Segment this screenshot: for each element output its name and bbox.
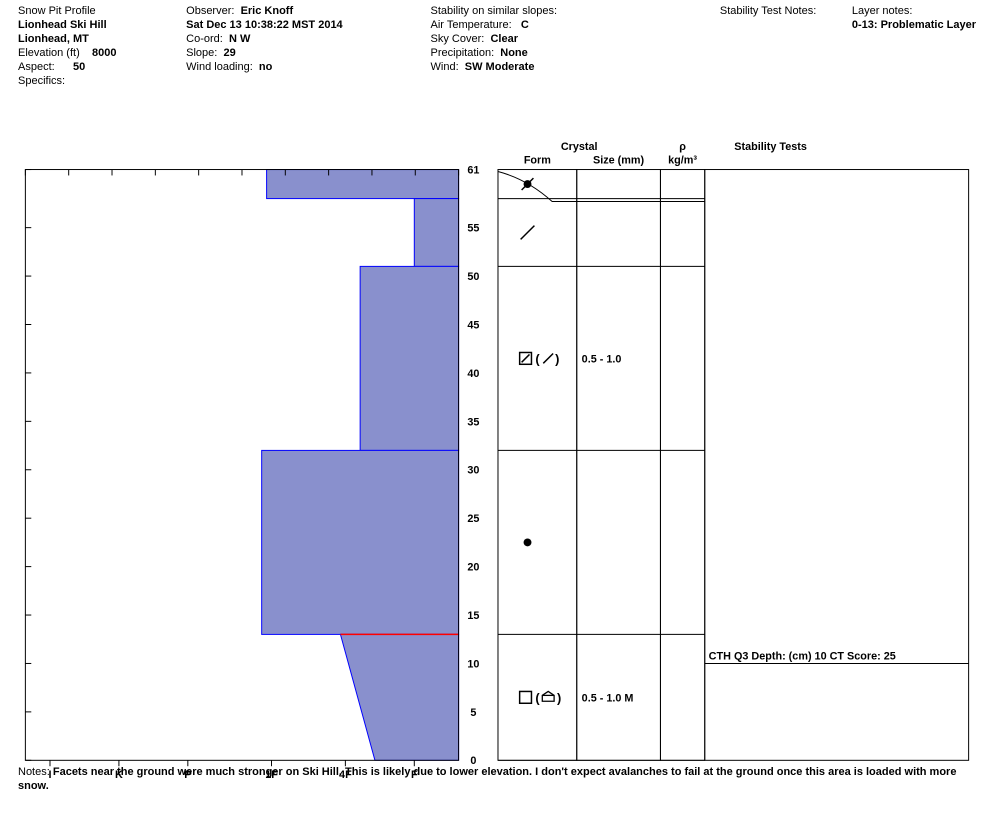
- svg-text:kg/m³: kg/m³: [668, 155, 697, 167]
- header-col-1: Snow Pit Profile Lionhead Ski Hill Lionh…: [18, 4, 186, 88]
- specifics-label: Specifics:: [18, 74, 186, 88]
- precipitation: Precipitation: None: [431, 46, 720, 60]
- air-temp-value: C: [521, 19, 529, 31]
- wind-loading-label: Wind loading:: [186, 61, 253, 73]
- header: Snow Pit Profile Lionhead Ski Hill Lionh…: [0, 0, 994, 88]
- precip-value: None: [500, 47, 528, 59]
- stability-notes-label: Stability Test Notes:: [720, 4, 852, 18]
- layer-notes-label: Layer notes:: [852, 4, 976, 18]
- air-temp: Air Temperature: C: [431, 18, 720, 32]
- chart-svg: Crystal Form Size (mm) ρ kg/m³ Stability Test…: [18, 140, 976, 780]
- svg-text:55: 55: [467, 223, 479, 235]
- svg-text:0.5 - 1.0 M: 0.5 - 1.0 M: [582, 692, 634, 704]
- svg-text:30: 30: [467, 465, 479, 477]
- svg-text:0.5 - 1.0: 0.5 - 1.0: [582, 353, 622, 365]
- wind-loading-value: no: [259, 61, 272, 73]
- notes-text: Facets near the ground were much stronge…: [18, 766, 956, 792]
- svg-text:45: 45: [467, 319, 479, 331]
- location-2: Lionhead, MT: [18, 32, 186, 46]
- svg-text:): ): [555, 351, 559, 366]
- notes: Notes: Facets near the ground were much …: [18, 765, 976, 793]
- header-col-2: Observer: Eric Knoff Sat Dec 13 10:38:22…: [186, 4, 430, 88]
- location-1: Lionhead Ski Hill: [18, 18, 186, 32]
- svg-text:Stability Tests: Stability Tests: [734, 141, 807, 153]
- svg-text:15: 15: [467, 610, 479, 622]
- sky-cover: Sky Cover: Clear: [431, 32, 720, 46]
- svg-text:Size (mm): Size (mm): [593, 155, 645, 167]
- sky-cover-label: Sky Cover:: [431, 33, 485, 45]
- slope: Slope: 29: [186, 46, 430, 60]
- elevation-value: 8000: [92, 47, 116, 59]
- aspect: Aspect: 50: [18, 60, 186, 74]
- layer-notes-value: 0-13: Problematic Layer: [852, 18, 976, 32]
- slope-label: Slope:: [186, 47, 217, 59]
- svg-text:Form: Form: [524, 155, 551, 167]
- stability-similar-label: Stability on similar slopes:: [431, 4, 720, 18]
- svg-text:): ): [557, 690, 561, 705]
- wind-label: Wind:: [431, 61, 459, 73]
- precip-label: Precipitation:: [431, 47, 495, 59]
- svg-text:50: 50: [467, 271, 479, 283]
- svg-text:5: 5: [470, 707, 476, 719]
- observer: Observer: Eric Knoff: [186, 4, 430, 18]
- slope-value: 29: [223, 47, 235, 59]
- sky-cover-value: Clear: [490, 33, 518, 45]
- title: Snow Pit Profile: [18, 4, 186, 18]
- aspect-label: Aspect:: [18, 61, 55, 73]
- snow-pit-chart: Crystal Form Size (mm) ρ kg/m³ Stability Test…: [18, 140, 976, 760]
- wind-loading: Wind loading: no: [186, 60, 430, 74]
- observer-label: Observer:: [186, 5, 234, 17]
- wind: Wind: SW Moderate: [431, 60, 720, 74]
- svg-text:10: 10: [467, 658, 479, 670]
- svg-text:CTH Q3 Depth: (cm) 10 CT Score: CTH Q3 Depth: (cm) 10 CT Score: 25: [709, 651, 896, 663]
- svg-text:(: (: [535, 690, 540, 705]
- header-col-4: Stability Test Notes:: [720, 4, 852, 88]
- svg-text:25: 25: [467, 513, 479, 525]
- coord-value: N W: [229, 33, 250, 45]
- svg-text:20: 20: [467, 562, 479, 574]
- svg-text:35: 35: [467, 416, 479, 428]
- header-col-5: Layer notes: 0-13: Problematic Layer: [852, 4, 976, 88]
- svg-text:Crystal: Crystal: [561, 141, 598, 153]
- svg-text:(: (: [535, 351, 540, 366]
- coord: Co-ord: N W: [186, 32, 430, 46]
- header-col-3: Stability on similar slopes: Air Tempera…: [431, 4, 720, 88]
- datetime: Sat Dec 13 10:38:22 MST 2014: [186, 18, 430, 32]
- svg-text:61: 61: [467, 164, 479, 176]
- wind-value: SW Moderate: [465, 61, 535, 73]
- air-temp-label: Air Temperature:: [431, 19, 512, 31]
- coord-label: Co-ord:: [186, 33, 223, 45]
- svg-text:ρ: ρ: [679, 141, 686, 153]
- observer-value: Eric Knoff: [241, 5, 294, 17]
- notes-label: Notes:: [18, 766, 50, 778]
- svg-text:40: 40: [467, 368, 479, 380]
- aspect-value: 50: [73, 61, 85, 73]
- elevation: Elevation (ft) 8000: [18, 46, 186, 60]
- elevation-label: Elevation (ft): [18, 47, 80, 59]
